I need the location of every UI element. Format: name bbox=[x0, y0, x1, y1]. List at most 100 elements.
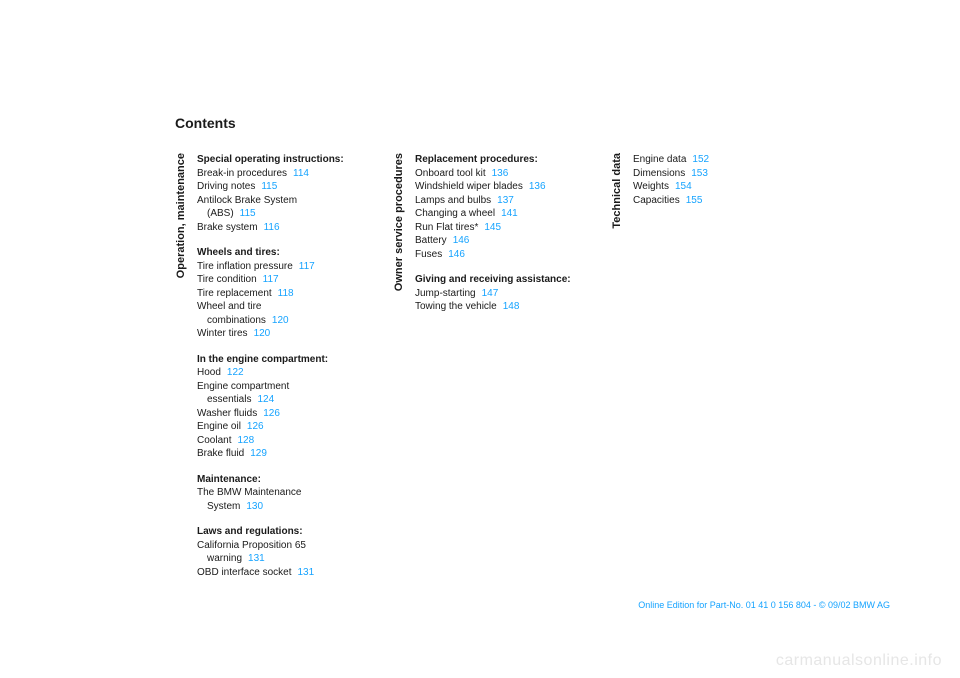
section-heading: Maintenance: bbox=[197, 473, 344, 487]
toc-entry-label: OBD interface socket bbox=[197, 567, 291, 578]
toc-page-number: 120 bbox=[266, 315, 289, 326]
column-content-1: Special operating instructions:Break-in … bbox=[197, 153, 344, 579]
toc-page-number: 154 bbox=[669, 181, 692, 192]
footer-text: Online Edition for Part-No. 01 41 0 156 … bbox=[638, 600, 890, 610]
toc-entry: Run Flat tires*145 bbox=[415, 221, 571, 235]
toc-entry: Battery146 bbox=[415, 234, 571, 248]
toc-entry-label: Tire replacement bbox=[197, 288, 272, 299]
toc-entry-label: California Proposition 65 bbox=[197, 540, 306, 551]
toc-entry: Tire condition117 bbox=[197, 273, 344, 287]
section-heading: Laws and regulations: bbox=[197, 525, 344, 539]
toc-page-number: 120 bbox=[248, 328, 271, 339]
toc-page-number: 146 bbox=[442, 249, 465, 260]
toc-page-number: 130 bbox=[240, 501, 263, 512]
toc-page-number: 141 bbox=[495, 208, 518, 219]
toc-page-number: 131 bbox=[291, 567, 314, 578]
toc-page-number: 114 bbox=[287, 168, 309, 179]
toc-entry-label: Brake system bbox=[197, 222, 258, 233]
columns-container: Operation, maintenance Special operating… bbox=[175, 153, 895, 579]
toc-entry: Onboard tool kit136 bbox=[415, 167, 571, 181]
toc-entry-label: Brake fluid bbox=[197, 448, 244, 459]
toc-page-number: 155 bbox=[680, 195, 703, 206]
toc-page-number: 145 bbox=[478, 222, 501, 233]
toc-entry-cont: (ABS)115 bbox=[197, 207, 344, 221]
toc-page-number: 126 bbox=[257, 408, 280, 419]
toc-page-number: 152 bbox=[686, 154, 709, 165]
toc-entry: Weights154 bbox=[633, 180, 709, 194]
toc-entry-label: Towing the vehicle bbox=[415, 301, 497, 312]
toc-entry: Break-in procedures114 bbox=[197, 167, 344, 181]
toc-entry-label: Driving notes bbox=[197, 181, 255, 192]
column-label-2: Owner service procedures bbox=[393, 153, 405, 291]
column-label-1: Operation, maintenance bbox=[175, 153, 187, 278]
toc-entry-label: The BMW Maintenance bbox=[197, 487, 302, 498]
page-title: Contents bbox=[175, 115, 895, 131]
toc-entry-label: Dimensions bbox=[633, 168, 685, 179]
toc-page-number: 129 bbox=[244, 448, 267, 459]
toc-entry: Brake fluid129 bbox=[197, 447, 344, 461]
toc-entry-label: Break-in procedures bbox=[197, 168, 287, 179]
toc-entry-label: Weights bbox=[633, 181, 669, 192]
toc-entry-label: Coolant bbox=[197, 435, 231, 446]
toc-page-number: 117 bbox=[293, 261, 315, 272]
toc-entry: Engine oil126 bbox=[197, 420, 344, 434]
toc-entry-cont: combinations120 bbox=[197, 314, 344, 328]
toc-page-number: 115 bbox=[255, 181, 277, 192]
toc-page-number: 115 bbox=[234, 208, 256, 219]
toc-page-number: 148 bbox=[497, 301, 520, 312]
toc-page-number: 118 bbox=[272, 288, 294, 299]
toc-entry-label: Hood bbox=[197, 367, 221, 378]
toc-entry: Antilock Brake System(ABS)115 bbox=[197, 194, 344, 221]
toc-entry: California Proposition 65warning131 bbox=[197, 539, 344, 566]
toc-entry-label: Fuses bbox=[415, 249, 442, 260]
toc-entry-label: Tire inflation pressure bbox=[197, 261, 293, 272]
toc-page-number: 117 bbox=[257, 274, 279, 285]
toc-entry-cont: System130 bbox=[197, 500, 344, 514]
toc-entry: Brake system116 bbox=[197, 221, 344, 235]
toc-entry: Washer fluids126 bbox=[197, 407, 344, 421]
toc-entry-cont: essentials124 bbox=[197, 393, 344, 407]
toc-page-number: 136 bbox=[486, 168, 509, 179]
toc-page-number: 131 bbox=[242, 553, 265, 564]
toc-entry-label: Washer fluids bbox=[197, 408, 257, 419]
toc-page-number: 122 bbox=[221, 367, 244, 378]
toc-page-number: 124 bbox=[251, 394, 274, 405]
section-heading: In the engine compartment: bbox=[197, 353, 344, 367]
toc-entry: Fuses146 bbox=[415, 248, 571, 262]
toc-entry-cont: warning131 bbox=[197, 552, 344, 566]
toc-entry: Hood122 bbox=[197, 366, 344, 380]
toc-entry-label: Jump-starting bbox=[415, 288, 476, 299]
toc-entry: Windshield wiper blades136 bbox=[415, 180, 571, 194]
toc-page-number: 137 bbox=[491, 195, 514, 206]
toc-entry: Jump-starting147 bbox=[415, 287, 571, 301]
toc-entry-label: Onboard tool kit bbox=[415, 168, 486, 179]
section-heading: Special operating instructions: bbox=[197, 153, 344, 167]
toc-entry-label: Antilock Brake System bbox=[197, 195, 297, 206]
watermark-text: carmanualsonline.info bbox=[776, 652, 942, 670]
column-owner-service: Owner service procedures Replacement pro… bbox=[393, 153, 603, 579]
toc-entry-label: Winter tires bbox=[197, 328, 248, 339]
toc-entry-label: Lamps and bulbs bbox=[415, 195, 491, 206]
toc-entry-label: Run Flat tires* bbox=[415, 222, 478, 233]
column-content-3: Engine data152Dimensions153Weights154Cap… bbox=[633, 153, 709, 207]
toc-page-number: 136 bbox=[523, 181, 546, 192]
toc-entry: OBD interface socket131 bbox=[197, 566, 344, 580]
toc-entry: Capacities155 bbox=[633, 194, 709, 208]
column-technical-data: Technical data Engine data152Dimensions1… bbox=[611, 153, 806, 579]
toc-entry: Towing the vehicle148 bbox=[415, 300, 571, 314]
toc-page-number: 116 bbox=[258, 222, 280, 233]
toc-entry: Dimensions153 bbox=[633, 167, 709, 181]
toc-entry-label: Engine data bbox=[633, 154, 686, 165]
toc-entry: Tire inflation pressure117 bbox=[197, 260, 344, 274]
toc-page-number: 153 bbox=[685, 168, 708, 179]
toc-entry: Changing a wheel141 bbox=[415, 207, 571, 221]
toc-entry-label: Windshield wiper blades bbox=[415, 181, 523, 192]
toc-entry: Coolant128 bbox=[197, 434, 344, 448]
toc-entry-label: Engine compartment bbox=[197, 381, 289, 392]
toc-entry: Tire replacement118 bbox=[197, 287, 344, 301]
column-label-3: Technical data bbox=[611, 153, 623, 229]
toc-entry: Engine compartmentessentials124 bbox=[197, 380, 344, 407]
toc-entry: The BMW Maintenance System130 bbox=[197, 486, 344, 513]
toc-entry-label: Changing a wheel bbox=[415, 208, 495, 219]
toc-entry-label: Capacities bbox=[633, 195, 680, 206]
